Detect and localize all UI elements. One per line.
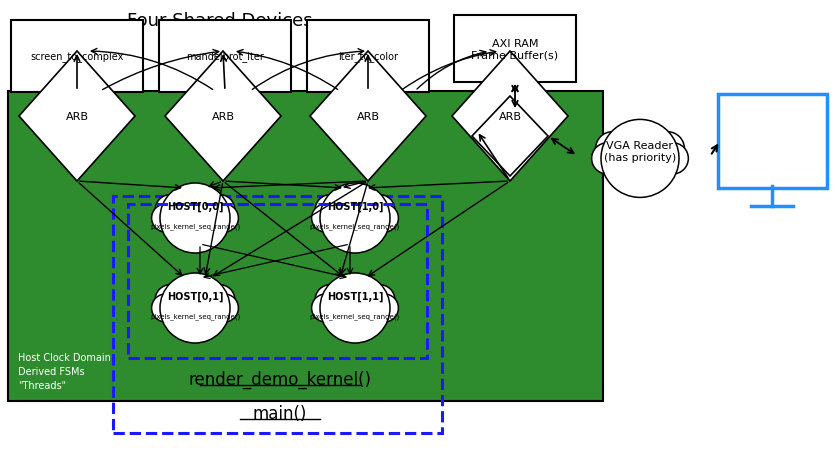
- Circle shape: [169, 278, 202, 312]
- Text: main(): main(): [252, 404, 307, 422]
- Circle shape: [320, 184, 390, 253]
- Circle shape: [186, 189, 220, 222]
- Circle shape: [592, 143, 623, 175]
- Circle shape: [347, 189, 380, 222]
- Circle shape: [364, 285, 395, 316]
- Text: HOST[1,0]: HOST[1,0]: [327, 202, 383, 212]
- Polygon shape: [310, 52, 426, 182]
- Circle shape: [211, 295, 238, 322]
- Circle shape: [186, 278, 220, 312]
- Circle shape: [370, 295, 399, 322]
- Text: ARB: ARB: [498, 112, 522, 122]
- Circle shape: [168, 280, 222, 333]
- Circle shape: [370, 205, 399, 232]
- Text: AXI RAM
Frame Buffer(s): AXI RAM Frame Buffer(s): [472, 39, 558, 60]
- Polygon shape: [19, 52, 135, 182]
- Circle shape: [315, 285, 346, 316]
- Circle shape: [630, 124, 668, 162]
- Polygon shape: [165, 52, 281, 182]
- Circle shape: [611, 124, 649, 162]
- Circle shape: [168, 190, 222, 243]
- Circle shape: [204, 285, 235, 316]
- Polygon shape: [452, 52, 568, 182]
- Circle shape: [312, 205, 339, 232]
- Circle shape: [315, 195, 346, 226]
- Circle shape: [155, 285, 186, 316]
- Text: screen_to_complex: screen_to_complex: [30, 51, 124, 62]
- Text: pixels_kernel_seq_range(): pixels_kernel_seq_range(): [310, 223, 400, 230]
- Circle shape: [657, 143, 688, 175]
- FancyBboxPatch shape: [11, 21, 143, 93]
- Text: HOST[0,0]: HOST[0,0]: [166, 202, 223, 212]
- Circle shape: [329, 189, 363, 222]
- Circle shape: [211, 205, 238, 232]
- Circle shape: [650, 132, 685, 166]
- Circle shape: [312, 295, 339, 322]
- Circle shape: [347, 278, 380, 312]
- Circle shape: [204, 195, 235, 226]
- Circle shape: [610, 127, 670, 186]
- Circle shape: [169, 189, 202, 222]
- Circle shape: [160, 273, 230, 343]
- Circle shape: [329, 280, 381, 333]
- FancyBboxPatch shape: [454, 16, 576, 83]
- Text: pixels_kernel_seq_range(): pixels_kernel_seq_range(): [310, 313, 400, 320]
- Text: iter_to_color: iter_to_color: [338, 51, 398, 62]
- Circle shape: [320, 273, 390, 343]
- Text: ARB: ARB: [212, 112, 235, 122]
- Polygon shape: [472, 97, 548, 177]
- Circle shape: [364, 195, 395, 226]
- Text: Four Shared Devices: Four Shared Devices: [127, 12, 313, 30]
- Text: pixels_kernel_seq_range(): pixels_kernel_seq_range(): [150, 313, 240, 320]
- Circle shape: [155, 195, 186, 226]
- FancyBboxPatch shape: [718, 95, 827, 189]
- Circle shape: [601, 120, 679, 198]
- Text: HOST[1,1]: HOST[1,1]: [327, 291, 383, 301]
- FancyBboxPatch shape: [307, 21, 429, 93]
- Circle shape: [160, 184, 230, 253]
- Circle shape: [151, 295, 180, 322]
- Text: Host Clock Domain
Derived FSMs
"Threads": Host Clock Domain Derived FSMs "Threads": [18, 352, 111, 390]
- FancyBboxPatch shape: [159, 21, 291, 93]
- Text: ARB: ARB: [356, 112, 380, 122]
- Text: ARB: ARB: [65, 112, 89, 122]
- Circle shape: [595, 132, 630, 166]
- Text: mandelbrot_iter: mandelbrot_iter: [186, 51, 264, 62]
- Circle shape: [329, 278, 363, 312]
- Text: HOST[0,1]: HOST[0,1]: [166, 291, 223, 301]
- Circle shape: [151, 205, 180, 232]
- FancyBboxPatch shape: [8, 92, 603, 401]
- Circle shape: [329, 190, 381, 243]
- Text: render_demo_kernel(): render_demo_kernel(): [188, 370, 371, 388]
- Text: pixels_kernel_seq_range(): pixels_kernel_seq_range(): [150, 223, 240, 230]
- Text: VGA Reader
(has priority): VGA Reader (has priority): [604, 141, 676, 162]
